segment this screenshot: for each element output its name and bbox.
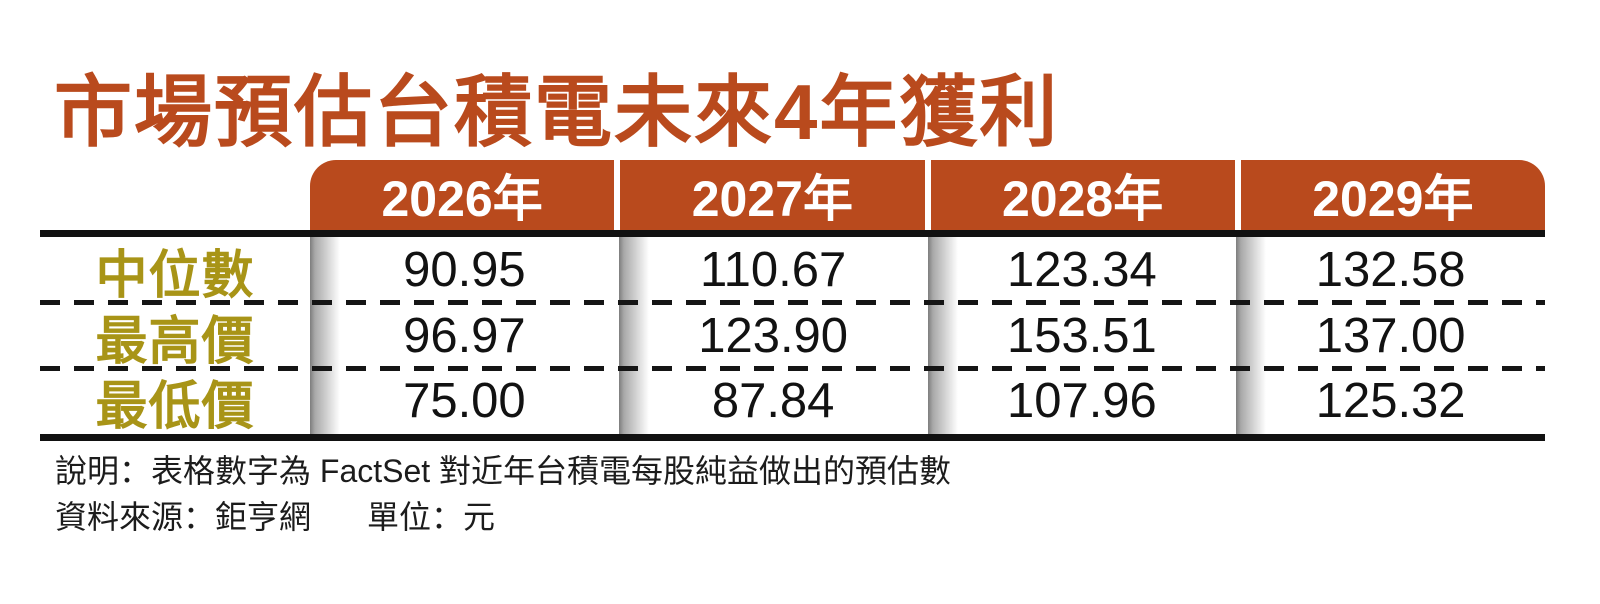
estimates-table: 2026年 2027年 2028年 2029年 中位數 90.95 110.67…: [40, 160, 1545, 441]
note-source-unit: 資料來源：鉅亨網 單位：元: [55, 494, 951, 540]
table-cell: 137.00: [1315, 309, 1466, 363]
note-description: 說明：表格數字為 FactSet 對近年台積電每股純益做出的預估數: [55, 453, 952, 489]
column-header-2029: 2029年: [1234, 160, 1545, 232]
table-cell: 132.58: [1315, 243, 1466, 297]
footnotes: 說明：表格數字為 FactSet 對近年台積電每股純益做出的預估數 資料來源：鉅…: [55, 448, 951, 540]
column-shadow: [619, 237, 649, 434]
row-divider-dashed: [40, 300, 1545, 305]
table-row-low: 最低價 75.00 87.84 107.96 125.32: [40, 368, 1545, 436]
column-header-2026: 2026年: [381, 171, 543, 227]
table-header-row: 2026年 2027年 2028年 2029年: [310, 160, 1545, 232]
table-top-rule: [40, 230, 1545, 237]
column-shadow: [310, 237, 340, 434]
column-header-2028: 2028年: [924, 160, 1235, 232]
table-cell: 96.97: [403, 309, 526, 363]
table-cell: 153.51: [1006, 309, 1157, 363]
table-cell: 123.90: [698, 309, 849, 363]
table-body: 中位數 90.95 110.67 123.34 132.58 最高價 96.97…: [40, 237, 1545, 436]
note-source: 資料來源：鉅亨網: [55, 499, 312, 535]
column-header-2027: 2027年: [614, 160, 924, 232]
column-shadow: [1236, 237, 1266, 434]
table-cell: 125.32: [1315, 374, 1466, 428]
column-shadow: [928, 237, 958, 434]
table-cell: 90.95: [403, 243, 526, 297]
table-cell: 87.84: [711, 374, 835, 428]
table-cell: 107.96: [1006, 374, 1157, 428]
table-row-high: 最高價 96.97 123.90 153.51 137.00: [40, 303, 1545, 371]
table-row-median: 中位數 90.95 110.67 123.34 132.58: [40, 237, 1545, 305]
table-bottom-rule: [40, 434, 1545, 441]
table-cell: 75.00: [403, 374, 526, 428]
note-unit: 單位：元: [367, 499, 496, 535]
row-label-median: 中位數: [95, 246, 255, 305]
table-cell: 110.67: [700, 243, 847, 297]
row-divider-dashed: [40, 366, 1545, 371]
table-cell: 123.34: [1006, 243, 1157, 297]
row-label-low: 最低價: [95, 377, 255, 436]
page-title: 市場預估台積電未來4年獲利: [54, 68, 1060, 156]
row-label-high: 最高價: [95, 312, 255, 371]
